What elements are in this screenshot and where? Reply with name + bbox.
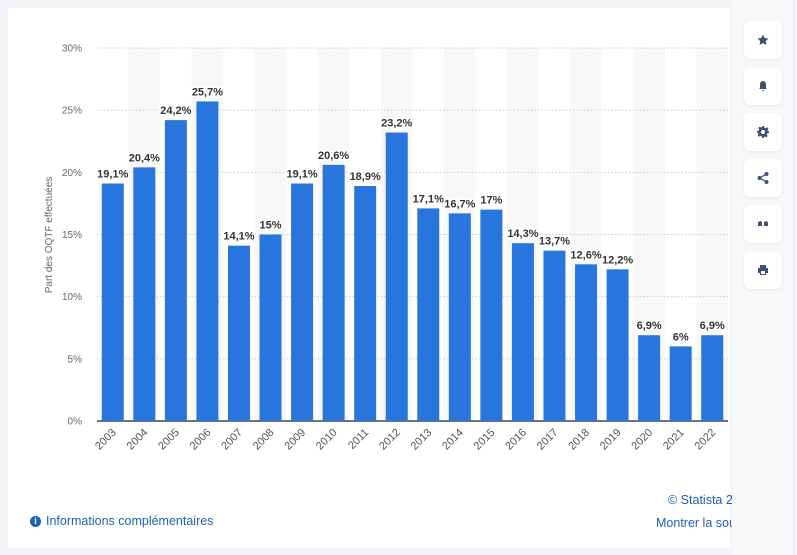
- data-label: 13,7%: [539, 236, 570, 248]
- x-tick-label: 2007: [219, 427, 245, 453]
- x-tick-label: 2012: [377, 427, 403, 453]
- x-tick-label: 2014: [440, 427, 466, 453]
- data-label: 24,2%: [160, 105, 191, 117]
- x-tick-label: 2020: [629, 427, 655, 453]
- cite-button[interactable]: [744, 205, 782, 243]
- info-icon: i: [30, 515, 41, 527]
- x-tick-label: 2015: [472, 427, 498, 453]
- bar-2007: [227, 245, 250, 421]
- y-tick-label: 25%: [62, 106, 82, 117]
- y-tick-label: 30%: [62, 44, 82, 55]
- x-tick-label: 2018: [566, 427, 592, 453]
- x-tick-label: 2009: [282, 427, 308, 453]
- data-label: 15%: [260, 220, 282, 232]
- favorite-button[interactable]: [744, 21, 782, 59]
- data-label: 23,2%: [381, 118, 412, 130]
- data-label: 12,2%: [602, 254, 633, 266]
- x-tick-label: 2008: [251, 427, 277, 453]
- print-button[interactable]: [744, 251, 782, 289]
- x-tick-label: 2004: [125, 427, 151, 453]
- data-label: 12,6%: [570, 249, 601, 261]
- data-label: 14,1%: [223, 231, 254, 243]
- star-icon: [757, 34, 769, 45]
- y-axis-label: Part des OQTF effectuées: [44, 177, 55, 294]
- more-info-link[interactable]: i Informations complémentaires: [30, 514, 213, 528]
- x-tick-label: 2016: [503, 427, 529, 453]
- bar-2018: [575, 264, 598, 421]
- bar-2005: [164, 120, 187, 421]
- data-label: 14,3%: [507, 228, 538, 240]
- bar-2012: [385, 132, 408, 421]
- notification-button[interactable]: [744, 67, 782, 105]
- data-label: 16,7%: [444, 198, 475, 210]
- bar-2003: [101, 183, 124, 421]
- print-icon: [758, 265, 768, 275]
- data-label: 6,9%: [637, 320, 662, 332]
- data-label: 25,7%: [192, 86, 223, 98]
- x-tick-label: 2003: [93, 427, 119, 453]
- quote-icon: [758, 221, 768, 226]
- gear-icon: [757, 126, 769, 138]
- data-label: 20,6%: [318, 150, 349, 162]
- data-label: 18,9%: [350, 171, 381, 183]
- x-tick-label: 2010: [314, 427, 340, 453]
- bar-2017: [543, 250, 566, 421]
- bell-icon: [759, 81, 767, 91]
- y-tick-label: 20%: [62, 168, 82, 179]
- bar-2009: [291, 183, 314, 421]
- data-label: 6%: [673, 331, 689, 343]
- x-tick-label: 2013: [409, 427, 435, 453]
- share-button[interactable]: [744, 159, 782, 197]
- bar-2011: [354, 186, 377, 421]
- x-tick-label: 2022: [693, 427, 719, 453]
- share-icon: [757, 172, 769, 184]
- bar-chart: 0%5%10%15%20%25%30% 19,1%20,4%24,2%25,7%…: [44, 44, 728, 453]
- more-info-text: Informations complémentaires: [46, 514, 214, 528]
- show-source-text: Montrer la source: [656, 516, 754, 530]
- data-label: 20,4%: [129, 152, 160, 164]
- data-label: 17,1%: [413, 193, 444, 205]
- x-tick-label: 2005: [156, 427, 182, 453]
- data-label: 17%: [480, 195, 502, 207]
- x-tick-label: 2011: [346, 427, 371, 452]
- y-tick-label: 0%: [68, 417, 83, 428]
- bar-2008: [259, 234, 282, 421]
- bar-2014: [448, 213, 471, 421]
- y-tick-label: 10%: [62, 292, 82, 303]
- x-tick-label: 2017: [535, 427, 561, 453]
- y-tick-label: 5%: [68, 354, 83, 365]
- bar-2010: [322, 164, 345, 421]
- bar-2016: [511, 243, 534, 421]
- bar-2019: [606, 269, 629, 421]
- data-label: 6,9%: [700, 320, 725, 332]
- bar-2021: [669, 346, 692, 421]
- bar-2015: [480, 209, 503, 421]
- bar-2022: [701, 335, 724, 421]
- x-tick-label: 2019: [598, 427, 624, 453]
- data-label: 19,1%: [97, 169, 128, 181]
- x-tick-label: 2006: [188, 427, 214, 453]
- settings-button[interactable]: [744, 113, 782, 151]
- tool-sidebar: [732, 0, 794, 555]
- y-tick-label: 15%: [62, 230, 82, 241]
- bar-2004: [133, 167, 156, 421]
- x-tick-label: 2021: [661, 427, 687, 453]
- bar-2013: [417, 208, 440, 421]
- data-label: 19,1%: [286, 169, 317, 181]
- bar-2020: [638, 335, 661, 421]
- bar-2006: [196, 101, 219, 422]
